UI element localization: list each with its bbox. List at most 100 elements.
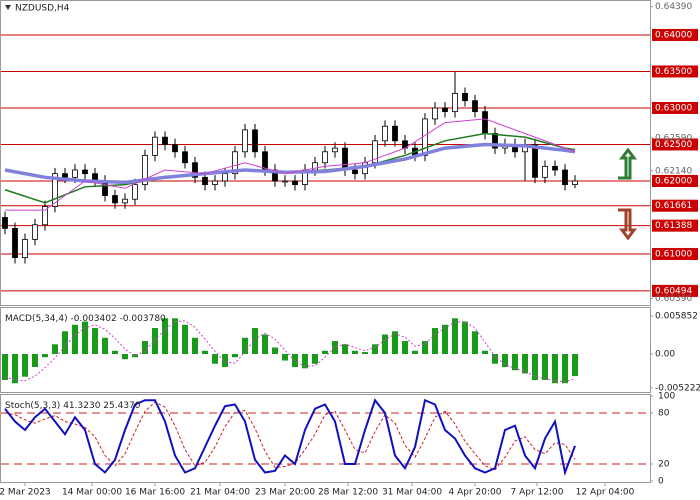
stoch-title: Stoch(5,3,3) 41.3230 25.4370 xyxy=(5,401,141,411)
macd-panel xyxy=(0,307,651,393)
macd-bar xyxy=(52,344,58,355)
macd-bar xyxy=(262,334,268,355)
y-tick-label: 100 xyxy=(658,392,675,402)
candle-body xyxy=(322,151,328,164)
macd-bar xyxy=(112,350,118,355)
macd-bar xyxy=(482,350,488,355)
level-label-box xyxy=(652,28,698,41)
macd-bar xyxy=(522,354,528,374)
macd-bar xyxy=(372,344,378,355)
macd-bar xyxy=(92,328,98,355)
dropdown-icon xyxy=(5,5,11,10)
level-label-box xyxy=(652,101,698,114)
macd-bar xyxy=(2,354,8,380)
macd-bar xyxy=(152,328,158,355)
level-label: 0.63500 xyxy=(655,67,692,77)
level-label-box xyxy=(652,138,698,151)
candle-body xyxy=(202,176,208,186)
macd-bar xyxy=(362,352,368,355)
candle-body xyxy=(462,92,468,102)
signal-line xyxy=(4,320,576,383)
candle-body xyxy=(342,147,348,171)
moving-average-line xyxy=(4,142,576,185)
candle-body xyxy=(332,147,338,153)
level-label: 0.63000 xyxy=(655,103,692,113)
x-tick-label: 14 Mar 00:00 xyxy=(62,488,122,498)
macd-bar xyxy=(422,341,428,355)
candle-body xyxy=(162,136,168,145)
macd-bar xyxy=(202,350,208,355)
stoch-panel xyxy=(0,394,651,483)
candle-body xyxy=(2,217,8,229)
candle-body xyxy=(472,100,478,113)
y-tick-label: 0.64390 xyxy=(655,2,692,12)
macd-bar xyxy=(562,354,568,384)
macd-bar xyxy=(542,354,548,380)
candle-body xyxy=(192,162,198,178)
candle-body xyxy=(242,129,248,153)
macd-bar xyxy=(502,354,508,367)
macd-bar xyxy=(252,328,258,355)
macd-bar xyxy=(452,318,458,355)
macd-bar xyxy=(162,318,168,355)
macd-bar xyxy=(382,334,388,355)
x-tick-label: 7 Apr 12:00 xyxy=(511,488,564,498)
candle-body xyxy=(372,140,378,164)
candle-body xyxy=(42,206,48,226)
macd-bar xyxy=(302,354,308,369)
macd-bar xyxy=(412,350,418,355)
macd-bar xyxy=(62,331,68,355)
macd-bar xyxy=(432,328,438,355)
candle-body xyxy=(282,180,288,183)
candle-body xyxy=(82,169,88,175)
y-tick-label: 0.62590 xyxy=(655,133,692,143)
level-label: 0.62000 xyxy=(655,176,692,186)
macd-bar xyxy=(22,354,28,377)
macd-bar xyxy=(272,347,278,355)
macd-bar xyxy=(172,318,178,355)
macd-bar xyxy=(472,331,478,355)
macd-bar xyxy=(332,341,338,355)
candle-body xyxy=(542,165,548,178)
level-label: 0.61661 xyxy=(655,201,692,211)
candle-body xyxy=(392,125,398,142)
moving-average-line xyxy=(5,118,576,211)
level-label-box xyxy=(652,247,698,260)
candle-body xyxy=(422,118,428,156)
level-label: 0.64000 xyxy=(655,30,692,40)
macd-bar xyxy=(512,354,518,371)
macd-bar xyxy=(312,354,318,364)
level-label-box xyxy=(652,65,698,78)
candle-body xyxy=(182,151,188,164)
chart-title: NZDUSD,H4 xyxy=(15,4,70,14)
macd-bar xyxy=(492,354,498,364)
macd-bar xyxy=(232,354,238,358)
candle-body xyxy=(112,195,118,204)
x-tick-label: 28 Mar 12:00 xyxy=(318,488,378,498)
candle-body xyxy=(22,238,28,259)
macd-bar xyxy=(352,350,358,355)
macd-bar xyxy=(122,354,128,360)
candle-body xyxy=(12,228,18,259)
stoch-d-line xyxy=(4,401,576,471)
y-tick-label: 80 xyxy=(658,409,670,419)
candle-body xyxy=(572,180,578,186)
macd-bar xyxy=(572,354,578,377)
macd-bar xyxy=(402,341,408,355)
x-tick-label: 23 Mar 20:00 xyxy=(255,488,315,498)
level-label: 0.62500 xyxy=(655,140,692,150)
up-arrow-icon xyxy=(618,147,637,180)
macd-title: MACD(5,34,4) -0.003402 -0.003780 xyxy=(5,314,166,324)
x-tick-label: 21 Mar 04:00 xyxy=(190,488,250,498)
candle-body xyxy=(72,169,78,178)
x-tick-label: 16 Mar 16:00 xyxy=(125,488,185,498)
level-label: 0.60494 xyxy=(655,286,692,296)
macd-bar xyxy=(282,354,288,361)
candle-body xyxy=(222,173,228,182)
macd-bar xyxy=(142,341,148,355)
candle-body xyxy=(552,165,558,171)
macd-bar xyxy=(212,354,218,364)
candle-body xyxy=(142,155,148,186)
